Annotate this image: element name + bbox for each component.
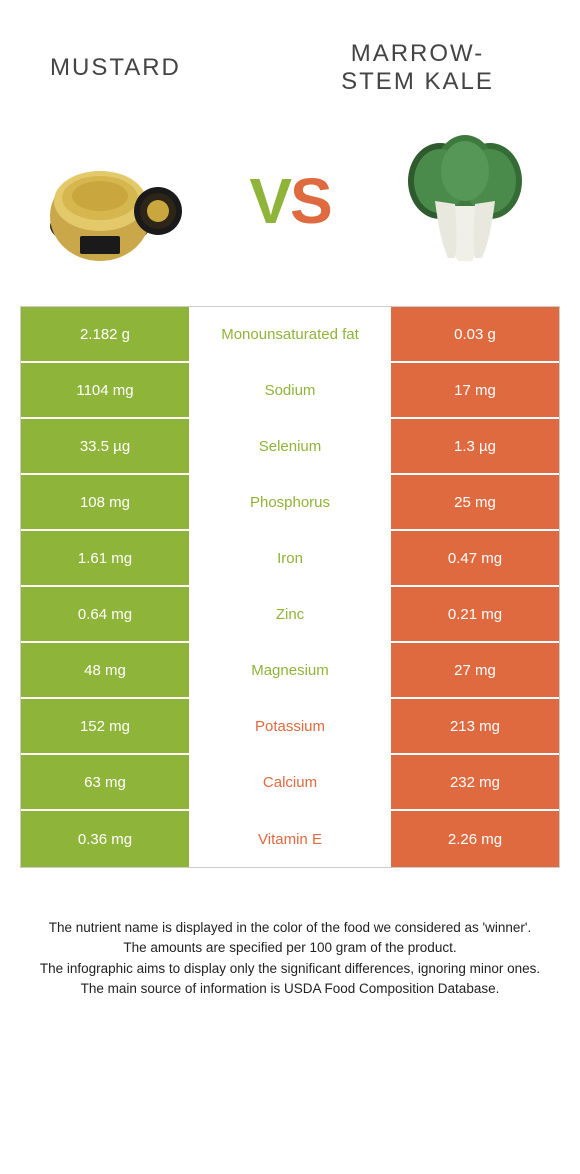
right-value-cell: 232 mg [391,755,559,811]
nutrient-table: 2.182 gMonounsaturated fat0.03 g1104 mgS… [20,306,560,868]
header-row: Mustard Marrow- stem Kale [0,0,580,116]
footnote-line: The main source of information is USDA F… [30,979,550,999]
vs-v-letter: V [249,165,290,237]
footnote-line: The infographic aims to display only the… [30,959,550,979]
nutrient-name-cell: Selenium [189,419,391,475]
right-value-cell: 2.26 mg [391,811,559,867]
kale-icon [390,126,540,276]
mustard-jar-icon [40,126,190,276]
left-value-cell: 33.5 µg [21,419,189,475]
left-value-cell: 2.182 g [21,307,189,363]
nutrient-name-cell: Potassium [189,699,391,755]
left-value-cell: 48 mg [21,643,189,699]
table-row: 0.36 mgVitamin E2.26 mg [21,811,559,867]
footnote-line: The nutrient name is displayed in the co… [30,918,550,938]
vs-label: VS [249,164,330,238]
table-row: 33.5 µgSelenium1.3 µg [21,419,559,475]
left-value-cell: 63 mg [21,755,189,811]
left-value-cell: 1104 mg [21,363,189,419]
table-row: 0.64 mgZinc0.21 mg [21,587,559,643]
nutrient-name-cell: Monounsaturated fat [189,307,391,363]
right-value-cell: 17 mg [391,363,559,419]
nutrient-name-cell: Vitamin E [189,811,391,867]
left-value-cell: 0.64 mg [21,587,189,643]
table-row: 48 mgMagnesium27 mg [21,643,559,699]
left-value-cell: 1.61 mg [21,531,189,587]
left-value-cell: 0.36 mg [21,811,189,867]
table-row: 1104 mgSodium17 mg [21,363,559,419]
left-food-title: Mustard [40,54,295,82]
nutrient-name-cell: Calcium [189,755,391,811]
left-value-cell: 108 mg [21,475,189,531]
table-row: 1.61 mgIron0.47 mg [21,531,559,587]
right-value-cell: 0.21 mg [391,587,559,643]
right-value-cell: 1.3 µg [391,419,559,475]
right-value-cell: 0.47 mg [391,531,559,587]
right-value-cell: 0.03 g [391,307,559,363]
images-row: VS [0,116,580,306]
footnote-line: The amounts are specified per 100 gram o… [30,938,550,958]
right-food-title: Marrow- stem Kale [295,40,540,96]
right-value-cell: 25 mg [391,475,559,531]
nutrient-name-cell: Zinc [189,587,391,643]
right-value-cell: 27 mg [391,643,559,699]
vs-s-letter: S [290,165,331,237]
nutrient-name-cell: Sodium [189,363,391,419]
nutrient-name-cell: Phosphorus [189,475,391,531]
right-value-cell: 213 mg [391,699,559,755]
nutrient-name-cell: Iron [189,531,391,587]
left-value-cell: 152 mg [21,699,189,755]
table-row: 63 mgCalcium232 mg [21,755,559,811]
table-row: 108 mgPhosphorus25 mg [21,475,559,531]
nutrient-name-cell: Magnesium [189,643,391,699]
table-row: 2.182 gMonounsaturated fat0.03 g [21,307,559,363]
table-row: 152 mgPotassium213 mg [21,699,559,755]
footnotes: The nutrient name is displayed in the co… [30,918,550,999]
